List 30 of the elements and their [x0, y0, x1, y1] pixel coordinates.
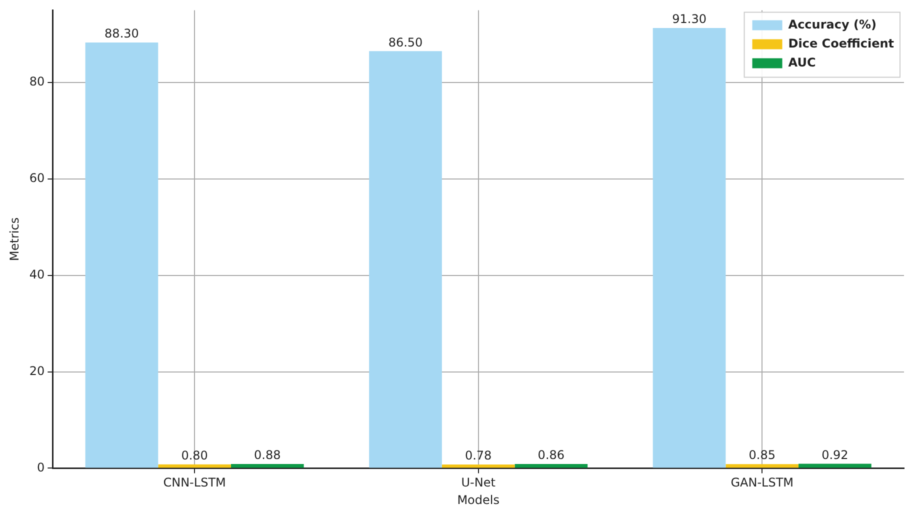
data-label: 0.92: [822, 448, 848, 462]
data-label: 0.86: [538, 448, 565, 462]
legend-label: Dice Coefficient: [788, 36, 894, 50]
bar: [726, 464, 799, 468]
y-tick-label: 60: [29, 171, 45, 186]
y-axis-title: Metrics: [7, 217, 22, 261]
data-label: 0.88: [254, 448, 281, 462]
data-label: 88.30: [104, 26, 139, 41]
bar: [158, 464, 231, 468]
y-tick-label: 40: [29, 267, 45, 282]
y-tick-label: 80: [29, 74, 45, 89]
legend-label: AUC: [788, 55, 816, 70]
data-label: 0.78: [464, 448, 492, 463]
bar: [514, 464, 588, 468]
bar: [369, 51, 442, 468]
bar: [85, 42, 158, 468]
data-label: 0.85: [748, 448, 776, 462]
bar: [230, 464, 304, 468]
x-axis-title: Models: [457, 492, 500, 507]
legend-label: Accuracy (%): [788, 17, 876, 32]
bar: [652, 28, 726, 468]
y-tick-label: 20: [29, 364, 45, 378]
bar: [442, 464, 515, 468]
y-tick-label: 0: [37, 460, 45, 474]
data-label: 0.80: [181, 448, 208, 462]
x-tick-label: U-Net: [461, 476, 496, 490]
data-label: 86.50: [388, 35, 423, 50]
x-tick-label: GAN-LSTM: [730, 476, 794, 490]
data-label: 91.30: [672, 12, 706, 26]
x-tick-label: CNN-LSTM: [163, 476, 226, 490]
